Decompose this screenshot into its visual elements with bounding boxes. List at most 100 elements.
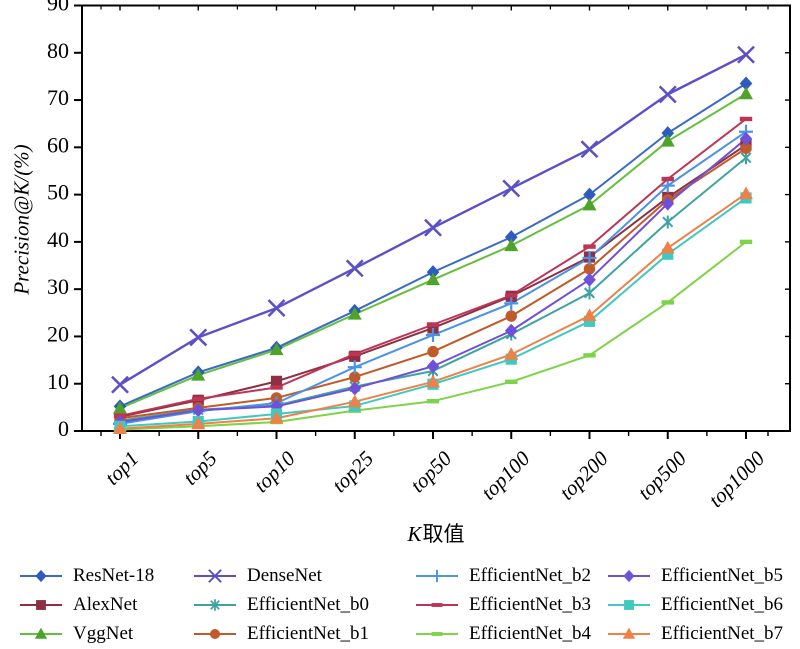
square-marker-icon	[270, 375, 283, 387]
legend-marker-triangle-icon	[20, 627, 62, 639]
legend-label: EfficientNet_b1	[247, 622, 370, 644]
series-line-ResNet-18	[119, 82, 747, 408]
circle-marker-icon	[209, 628, 221, 639]
hbar-marker-icon	[739, 239, 753, 245]
legend-marker-diamond-icon	[608, 569, 650, 582]
series-markers-DenseNet	[111, 45, 755, 394]
square-marker-icon	[36, 599, 46, 610]
legend-column-1: ResNet-18 AlexNet VggNet	[18, 561, 154, 648]
triangle-marker-icon	[739, 86, 753, 100]
diamond-marker-icon	[35, 569, 47, 582]
series-markers-VggNet	[113, 86, 753, 414]
diamond-marker-icon	[661, 196, 675, 211]
diamond-marker-icon	[426, 265, 440, 280]
triangle-marker-icon	[113, 421, 127, 435]
triangle-marker-icon	[191, 368, 206, 381]
legend-label: VggNet	[73, 622, 134, 644]
x-tick-label: top10	[249, 446, 300, 497]
legend-label: AlexNet	[73, 593, 138, 615]
x-tick-label: top25	[327, 446, 378, 497]
diamond-marker-icon	[583, 187, 596, 202]
legend-column-4: EfficientNet_b5 EfficientNet_b6 EfficientN…	[606, 561, 783, 648]
asterisk-marker-icon	[740, 152, 752, 164]
hbar-marker-icon	[348, 351, 361, 357]
circle-marker-icon	[427, 345, 439, 358]
x-marker-icon	[208, 568, 222, 583]
triangle-marker-icon	[347, 307, 362, 320]
diamond-marker-icon	[426, 359, 440, 374]
y-tick-label: 10	[47, 369, 69, 394]
hbar-marker-icon	[270, 385, 283, 390]
legend-item-EfficientNet_b7: EfficientNet_b7	[606, 619, 783, 648]
x-marker-icon	[111, 375, 129, 394]
chart-canvas: 0 10 20 30 40 50 60 70 80 90 top1 top5 top10 top25 top…	[47, 0, 791, 512]
triangle-marker-icon	[113, 401, 127, 414]
legend-label: EfficientNet_b7	[661, 622, 784, 644]
legend-marker-square-icon	[20, 599, 62, 610]
y-tick-label: 90	[47, 0, 69, 16]
y-tick-label: 0	[58, 416, 69, 441]
legend-column-3: EfficientNet_b2 EfficientNet_b3 EfficientN…	[414, 561, 591, 648]
x-axis-title: K取值	[82, 518, 790, 548]
hbar-marker-icon	[505, 293, 518, 298]
legend-marker-x-icon	[194, 568, 236, 583]
x-tick-label: top5	[178, 446, 221, 489]
legend-label: DenseNet	[247, 564, 322, 586]
legend-item-DenseNet: DenseNet	[192, 561, 369, 590]
circle-marker-icon	[505, 310, 517, 322]
x-tick-label: top1000	[704, 446, 770, 512]
hbar-marker-icon	[583, 244, 596, 249]
diamond-marker-icon	[504, 230, 518, 245]
square-marker-icon	[624, 599, 634, 610]
legend-label: EfficientNet_b0	[247, 593, 370, 615]
y-tick-label: 80	[47, 38, 69, 63]
legend-marker-hbar-icon	[416, 602, 458, 607]
legend-label: ResNet-18	[73, 564, 155, 586]
hbar-marker-icon	[583, 353, 596, 358]
legend-item-ResNet-18: ResNet-18	[18, 561, 154, 590]
legend-label: EfficientNet_b2	[469, 564, 592, 586]
diamond-marker-icon	[348, 381, 362, 396]
legend-column-2: DenseNet EfficientNet_b0 EfficientNet_b1	[192, 561, 369, 648]
y-tick-label: 50	[47, 180, 69, 205]
legend-marker-triangle-icon	[608, 627, 650, 639]
circle-marker-icon	[583, 263, 596, 275]
legend-item-EfficientNet_b4: EfficientNet_b4	[414, 619, 591, 648]
hbar-marker-icon	[505, 379, 518, 385]
asterisk-marker-icon	[583, 287, 596, 299]
y-tick-label: 60	[47, 132, 69, 157]
legend-marker-hbar-icon	[416, 631, 458, 636]
legend-item-VggNet: VggNet	[18, 619, 154, 648]
legend-label: EfficientNet_b3	[469, 593, 592, 615]
triangle-marker-icon	[269, 342, 284, 356]
diamond-marker-icon	[661, 126, 675, 141]
diamond-marker-icon	[739, 76, 753, 91]
legend-label: EfficientNet_b6	[661, 593, 784, 615]
square-marker-icon	[427, 322, 439, 334]
triangle-marker-icon	[426, 374, 440, 388]
y-tick-label: 20	[47, 321, 69, 346]
triangle-marker-icon	[582, 197, 597, 211]
triangle-marker-icon	[660, 240, 675, 254]
x-tick-label: top200	[555, 446, 614, 505]
y-tick-label: 70	[47, 85, 69, 110]
x-marker-icon	[502, 179, 521, 198]
legend-marker-plus-icon	[416, 569, 458, 582]
hbar-marker-icon	[431, 631, 443, 636]
triangle-marker-icon	[582, 308, 597, 322]
triangle-marker-icon	[426, 272, 440, 286]
x-marker-icon	[737, 45, 755, 64]
square-marker-icon	[583, 315, 596, 327]
diamond-marker-icon	[583, 272, 596, 287]
x-marker-icon	[658, 85, 677, 104]
triangle-marker-icon	[347, 394, 362, 408]
triangle-marker-icon	[191, 416, 206, 430]
legend-item-EfficientNet_b5: EfficientNet_b5	[606, 561, 783, 590]
y-tick-label: 30	[47, 274, 69, 299]
legend-label: EfficientNet_b4	[469, 622, 592, 644]
diamond-marker-icon	[504, 323, 518, 338]
legend-label: EfficientNet_b5	[661, 564, 784, 586]
x-axis-title-cjk: 取值	[422, 522, 465, 546]
x-tick-label: top1	[100, 446, 143, 489]
